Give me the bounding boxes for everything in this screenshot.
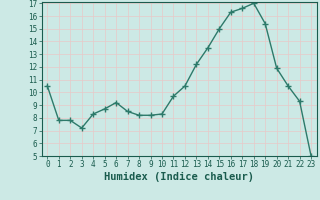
- X-axis label: Humidex (Indice chaleur): Humidex (Indice chaleur): [104, 172, 254, 182]
